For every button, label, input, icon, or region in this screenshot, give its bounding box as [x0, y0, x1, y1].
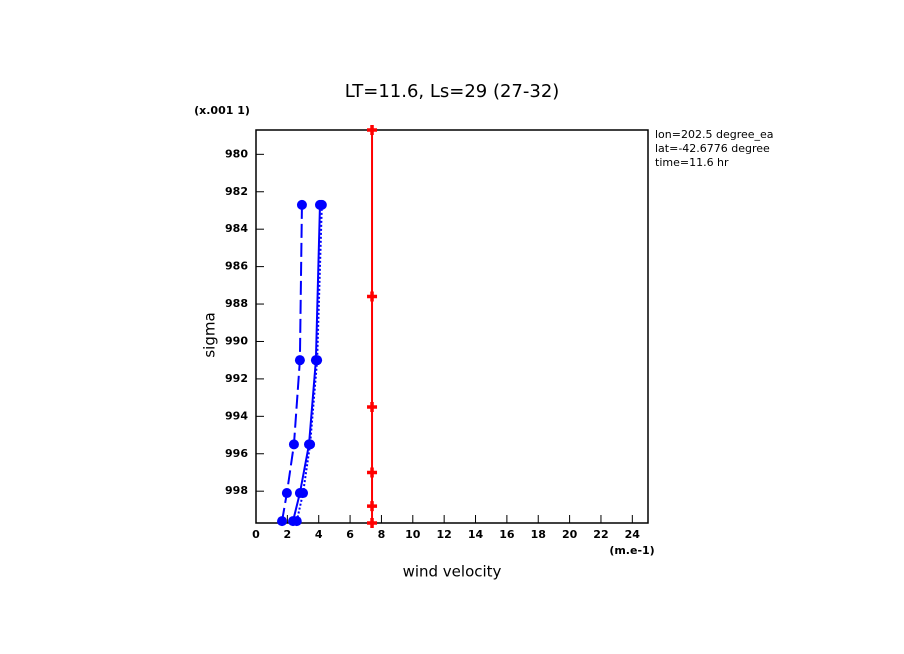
y-tick-label: 984 — [225, 222, 248, 235]
point — [288, 439, 299, 450]
point — [367, 501, 378, 512]
y-tick-label: 988 — [225, 297, 248, 310]
chart-title: LT=11.6, Ls=29 (27-32) — [345, 81, 560, 102]
x-tick-label: 10 — [405, 528, 421, 541]
x-tick-label: 18 — [531, 528, 546, 541]
point — [367, 467, 378, 478]
point — [367, 125, 378, 135]
x-tick-label: 14 — [468, 528, 484, 541]
annotation: lat=-42.6776 degree — [655, 142, 770, 155]
point — [316, 199, 327, 210]
x-tick-label: 16 — [499, 528, 515, 541]
y-axis-label: sigma — [201, 312, 219, 357]
x-tick-label: 4 — [315, 528, 323, 541]
y-tick-label: 990 — [225, 334, 248, 347]
x-tick-label: 20 — [562, 528, 578, 541]
x-tick-label: 0 — [252, 528, 260, 541]
annotation: time=11.6 hr — [655, 156, 729, 169]
plot-frame — [255, 129, 649, 524]
x-tick-label: 24 — [625, 528, 641, 541]
point — [281, 488, 292, 499]
point — [298, 488, 309, 499]
x-axis-label: wind velocity — [403, 563, 502, 581]
y-tick-label: 998 — [225, 484, 248, 497]
y-tick-label: 982 — [225, 185, 248, 198]
x-tick-label: 2 — [284, 528, 292, 541]
point — [312, 355, 323, 366]
x-unit: (m.e-1) — [609, 544, 654, 557]
x-tick-label: 12 — [437, 528, 452, 541]
y-tick-label: 986 — [225, 260, 248, 273]
point — [367, 518, 378, 528]
annotation: lon=202.5 degree_ea — [655, 128, 774, 141]
y-unit: (x.001 1) — [194, 104, 250, 117]
y-tick-label: 992 — [225, 372, 248, 385]
point — [367, 291, 378, 302]
x-tick-label: 22 — [593, 528, 608, 541]
y-tick-label: 994 — [225, 409, 248, 422]
point — [277, 516, 288, 527]
y-tick-label: 996 — [225, 447, 248, 460]
point — [294, 355, 305, 366]
point — [296, 199, 307, 210]
point — [367, 401, 378, 412]
x-tick-label: 6 — [346, 528, 354, 541]
y-tick-label: 980 — [225, 147, 248, 160]
point — [291, 516, 302, 527]
x-tick-label: 8 — [378, 528, 386, 541]
point — [305, 439, 316, 450]
